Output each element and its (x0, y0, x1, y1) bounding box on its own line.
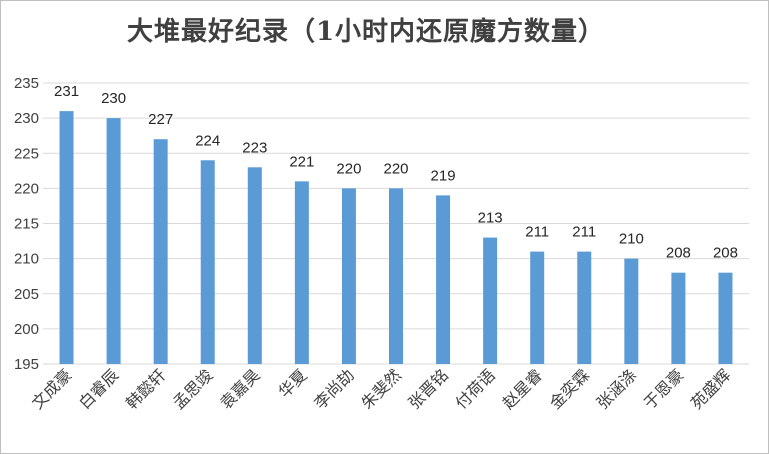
data-label: 213 (478, 210, 503, 227)
data-label: 210 (619, 231, 644, 248)
data-label: 224 (195, 132, 220, 149)
data-label: 208 (666, 245, 691, 262)
x-tick-label: 苑盛辉 (687, 365, 734, 412)
data-label: 211 (572, 224, 596, 241)
bar (59, 111, 74, 364)
x-tick-label: 张晋铭 (405, 365, 452, 412)
bar (718, 272, 733, 364)
x-tick-label: 付荷语 (452, 365, 499, 412)
y-tick-label: 235 (14, 75, 39, 92)
bar (624, 258, 639, 364)
y-tick-label: 210 (14, 251, 39, 268)
bar (436, 195, 451, 364)
chart-title: 大堆最好纪录（1小时内还原魔方数量） (126, 17, 606, 47)
y-tick-label: 205 (14, 286, 39, 303)
bar (341, 188, 356, 364)
x-tick-label: 金奕霖 (546, 365, 593, 412)
y-tick-label: 200 (14, 321, 39, 338)
y-tick-label: 230 (14, 110, 39, 127)
data-label: 208 (713, 245, 738, 262)
y-tick-label: 220 (14, 180, 39, 197)
y-tick-label: 225 (14, 145, 39, 162)
x-tick-label: 孟思竣 (169, 365, 216, 412)
x-tick-label: 华夏 (275, 365, 311, 401)
bar (200, 160, 215, 364)
x-tick-label: 张涵涤 (593, 365, 640, 412)
data-label: 227 (148, 111, 173, 128)
bar (389, 188, 403, 364)
data-label: 223 (242, 139, 267, 156)
x-tick-label: 朱斐然 (357, 365, 404, 412)
data-label: 220 (336, 160, 361, 177)
data-label: 230 (101, 90, 126, 107)
data-label: 219 (431, 167, 456, 184)
x-tick-label: 李尚劼 (310, 365, 357, 412)
data-label: 220 (383, 160, 408, 177)
x-tick-label: 韩懿轩 (122, 365, 169, 412)
bar (530, 251, 545, 364)
y-tick-label: 215 (14, 216, 39, 233)
bar (483, 237, 498, 364)
x-tick-label: 赵星睿 (499, 365, 546, 412)
data-label: 211 (525, 224, 549, 241)
bar (577, 251, 592, 364)
x-tick-label: 白睿辰 (75, 365, 122, 412)
bar (106, 118, 121, 364)
y-tick-label: 195 (14, 356, 39, 373)
bar (247, 167, 262, 364)
bar (671, 272, 686, 364)
bar (294, 181, 309, 364)
x-tick-label: 袁嘉昊 (216, 365, 263, 412)
data-label: 231 (54, 83, 79, 100)
x-tick-label: 于恩豪 (640, 365, 687, 412)
bar (153, 139, 168, 364)
data-label: 221 (289, 153, 314, 170)
